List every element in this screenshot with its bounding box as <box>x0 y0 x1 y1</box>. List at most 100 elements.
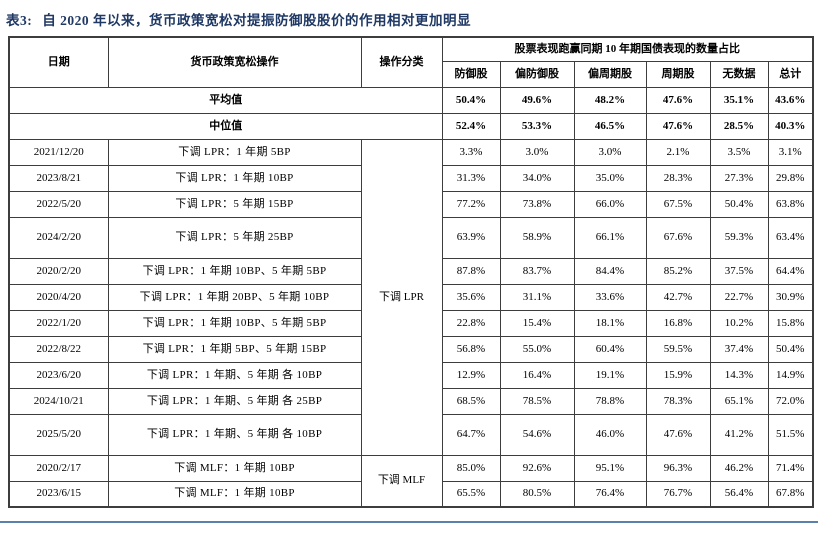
value-cell-3: 96.3% <box>645 454 711 482</box>
value-cell-2: 33.6% <box>573 283 647 311</box>
value-cell-3: 76.7% <box>645 480 711 508</box>
bottom-divider <box>0 521 818 523</box>
value-cell-3: 67.6% <box>645 216 711 259</box>
table-row: 2024/10/21 下调 LPR：1 年期、5 年期 各 25BP 68.5% 78… <box>8 387 814 415</box>
value-cell-4: 41.2% <box>709 413 769 456</box>
operation-cell: 下调 LPR：1 年期 5BP <box>107 138 362 166</box>
date-cell: 2020/2/17 <box>8 454 109 482</box>
value-cell-4: 65.1% <box>709 387 769 415</box>
date-cell: 2024/10/21 <box>8 387 109 415</box>
col-header-metric-4: 无数据 <box>709 60 769 88</box>
value-cell-1: 54.6% <box>499 413 575 456</box>
value-cell-0: 65.5% <box>441 480 501 508</box>
value-cell-1: 73.8% <box>499 190 575 218</box>
table-row: 2024/2/20 下调 LPR：5 年期 25BP 63.9% 58.9% 66.1%… <box>8 216 814 259</box>
value-cell-0: 56.8% <box>441 335 501 363</box>
value-cell-0: 22.8% <box>441 309 501 337</box>
operation-cell: 下调 LPR：1 年期 10BP、5 年期 5BP <box>107 309 362 337</box>
operation-cell: 下调 LPR：1 年期、5 年期 各 10BP <box>107 361 362 389</box>
summary-value-5: 43.6% <box>767 86 814 114</box>
col-header-date: 日期 <box>8 36 109 88</box>
summary-value-0: 52.4% <box>441 112 501 140</box>
date-cell: 2022/1/20 <box>8 309 109 337</box>
value-cell-3: 59.5% <box>645 335 711 363</box>
value-cell-0: 87.8% <box>441 257 501 285</box>
value-cell-3: 67.5% <box>645 190 711 218</box>
value-cell-1: 92.6% <box>499 454 575 482</box>
date-cell: 2022/8/22 <box>8 335 109 363</box>
data-table: 日期 货币政策宽松操作 操作分类 股票表现跑赢同期 10 年期国债表现的数量占比… <box>8 36 814 508</box>
value-cell-4: 14.3% <box>709 361 769 389</box>
date-cell: 2020/2/20 <box>8 257 109 285</box>
col-header-metric-2: 偏周期股 <box>573 60 647 88</box>
date-cell: 2021/12/20 <box>8 138 109 166</box>
operation-cell: 下调 LPR：1 年期 20BP、5 年期 10BP <box>107 283 362 311</box>
value-cell-2: 60.4% <box>573 335 647 363</box>
table-row: 2022/5/20 下调 LPR：5 年期 15BP 77.2% 73.8% 66.0%… <box>8 190 814 218</box>
date-cell: 2022/5/20 <box>8 190 109 218</box>
table-row: 2020/2/20 下调 LPR：1 年期 10BP、5 年期 5BP 87.8% 8… <box>8 257 814 285</box>
summary-row: 中位值 52.4% 53.3% 46.5% 47.6% 28.5% 40.3% <box>8 112 814 140</box>
value-cell-0: 63.9% <box>441 216 501 259</box>
value-cell-5: 30.9% <box>767 283 814 311</box>
value-cell-2: 84.4% <box>573 257 647 285</box>
operation-cell: 下调 LPR：1 年期、5 年期 各 25BP <box>107 387 362 415</box>
col-header-metric-1: 偏防御股 <box>499 60 575 88</box>
value-cell-3: 16.8% <box>645 309 711 337</box>
operation-cell: 下调 LPR：5 年期 25BP <box>107 216 362 259</box>
value-cell-1: 55.0% <box>499 335 575 363</box>
value-cell-0: 64.7% <box>441 413 501 456</box>
date-cell: 2023/6/20 <box>8 361 109 389</box>
summary-value-3: 47.6% <box>645 86 711 114</box>
col-header-operation: 货币政策宽松操作 <box>107 36 362 88</box>
value-cell-5: 63.4% <box>767 216 814 259</box>
value-cell-1: 3.0% <box>499 138 575 166</box>
value-cell-2: 95.1% <box>573 454 647 482</box>
summary-row: 平均值 50.4% 49.6% 48.2% 47.6% 35.1% 43.6% <box>8 86 814 114</box>
value-cell-5: 29.8% <box>767 164 814 192</box>
header-row-1: 日期 货币政策宽松操作 操作分类 股票表现跑赢同期 10 年期国债表现的数量占比 <box>8 36 814 88</box>
date-cell: 2025/5/20 <box>8 413 109 456</box>
date-cell: 2024/2/20 <box>8 216 109 259</box>
value-cell-5: 67.8% <box>767 480 814 508</box>
value-cell-1: 31.1% <box>499 283 575 311</box>
summary-value-1: 53.3% <box>499 112 575 140</box>
table-row: 2021/12/20 下调 LPR：1 年期 5BP 下调 LPR 3.3% 3.0% 3… <box>8 138 814 456</box>
value-cell-4: 22.7% <box>709 283 769 311</box>
value-cell-0: 31.3% <box>441 164 501 192</box>
operation-cell: 下调 LPR：1 年期、5 年期 各 10BP <box>107 413 362 456</box>
summary-value-0: 50.4% <box>441 86 501 114</box>
value-cell-1: 78.5% <box>499 387 575 415</box>
operation-cell: 下调 MLF：1 年期 10BP <box>107 454 362 482</box>
table-row: 2022/8/22 下调 LPR：1 年期 5BP、5 年期 15BP 56.8% 5… <box>8 335 814 363</box>
value-cell-4: 59.3% <box>709 216 769 259</box>
value-cell-3: 47.6% <box>645 413 711 456</box>
value-cell-5: 72.0% <box>767 387 814 415</box>
col-header-metric-5: 总计 <box>767 60 814 88</box>
value-cell-1: 16.4% <box>499 361 575 389</box>
value-cell-0: 68.5% <box>441 387 501 415</box>
summary-value-1: 49.6% <box>499 86 575 114</box>
table-row: 2020/4/20 下调 LPR：1 年期 20BP、5 年期 10BP 35.6%… <box>8 283 814 311</box>
value-cell-4: 37.5% <box>709 257 769 285</box>
value-cell-3: 85.2% <box>645 257 711 285</box>
table-number: 表3: <box>6 13 33 28</box>
operation-cell: 下调 LPR：1 年期 10BP <box>107 164 362 192</box>
table-title-text: 自 2020 年以来，货币政策宽松对提振防御股股价的作用相对更加明显 <box>42 13 471 28</box>
value-cell-4: 10.2% <box>709 309 769 337</box>
summary-value-4: 35.1% <box>709 86 769 114</box>
value-cell-4: 56.4% <box>709 480 769 508</box>
value-cell-4: 3.5% <box>709 138 769 166</box>
category-cell: 下调 LPR <box>360 138 443 456</box>
value-cell-4: 50.4% <box>709 190 769 218</box>
category-cell: 下调 MLF <box>360 454 443 508</box>
table-row: 2025/5/20 下调 LPR：1 年期、5 年期 各 10BP 64.7% 54.… <box>8 413 814 456</box>
value-cell-0: 85.0% <box>441 454 501 482</box>
summary-value-5: 40.3% <box>767 112 814 140</box>
operation-cell: 下调 LPR：1 年期 10BP、5 年期 5BP <box>107 257 362 285</box>
value-cell-3: 42.7% <box>645 283 711 311</box>
summary-value-2: 48.2% <box>573 86 647 114</box>
value-cell-3: 15.9% <box>645 361 711 389</box>
value-cell-1: 15.4% <box>499 309 575 337</box>
value-cell-5: 15.8% <box>767 309 814 337</box>
